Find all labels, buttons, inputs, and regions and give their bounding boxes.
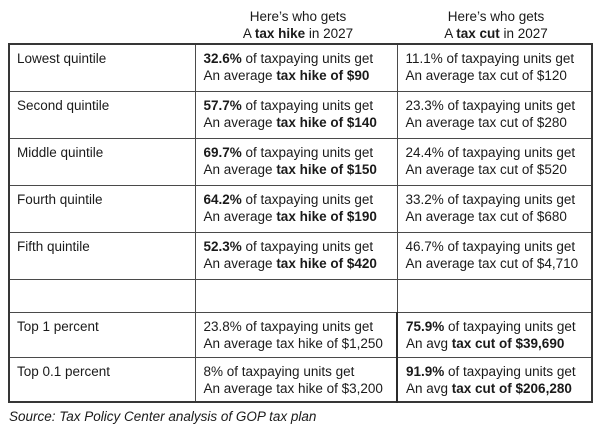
- hike-cell: 32.6% of taxpaying units get An average t…: [194, 43, 398, 92]
- hike-cell-line2: An average tax hike of $90: [203, 68, 370, 83]
- hike-cell-line2: An average tax hike of $150: [203, 161, 377, 177]
- cut-cell: 46.7% of taxpaying units get An average t…: [396, 231, 593, 280]
- hike-cell-line2: An average tax hike of $3,200: [203, 380, 383, 396]
- column-header-tax-cut-line1: Here’s who gets: [447, 9, 545, 24]
- row-label: Top 1 percent: [8, 311, 196, 358]
- hike-cell: [194, 278, 398, 313]
- row-label: [8, 278, 196, 313]
- cut-cell-line1: 91.9% of taxpaying units get: [406, 363, 576, 379]
- table-header: Here’s who gets A tax hike in 2027 Here’…: [0, 0, 600, 43]
- hike-cell-line2: An average tax hike of $140: [203, 114, 377, 130]
- table-row: Middle quintile 69.7% of taxpaying units …: [8, 137, 593, 186]
- column-header-tax-hike: Here’s who gets A tax hike in 2027: [197, 8, 399, 43]
- cut-cell: 33.2% of taxpaying units get An average t…: [396, 184, 593, 233]
- header-spacer: [9, 8, 197, 43]
- table-row: Fifth quintile 52.3% of taxpaying units g…: [8, 231, 593, 280]
- cut-cell-line1: 11.1% of taxpaying units get: [405, 51, 575, 66]
- column-header-tax-cut-line2: A tax cut in 2027: [444, 26, 548, 41]
- row-label: Middle quintile: [8, 137, 196, 186]
- hike-cell-line2: An average tax hike of $190: [203, 208, 377, 224]
- table-row: Lowest quintile 32.6% of taxpaying units …: [8, 43, 593, 92]
- cut-cell-line2: An average tax cut of $4,710: [405, 255, 579, 271]
- hike-cell-line1: 23.8% of taxpaying units get: [203, 318, 374, 334]
- table-row: Top 1 percent 23.8% of taxpaying units ge…: [8, 311, 593, 358]
- row-label: Second quintile: [8, 90, 196, 139]
- cut-cell: 91.9% of taxpaying units get An avg tax c…: [396, 356, 593, 403]
- cut-cell-line1: 46.7% of taxpaying units get: [405, 238, 576, 254]
- table-row: [8, 278, 593, 313]
- cut-cell-line2: An average tax cut of $520: [405, 161, 567, 177]
- hike-cell: 23.8% of taxpaying units get An average t…: [194, 311, 398, 358]
- cut-cell-line2: An avg tax cut of $206,280: [406, 380, 572, 396]
- cut-cell-line2: An average tax cut of $680: [405, 208, 567, 224]
- cut-cell: 24.4% of taxpaying units get An average t…: [396, 137, 593, 186]
- cut-cell-line1: 23.3% of taxpaying units get: [405, 97, 576, 113]
- column-header-tax-hike-line1: Here’s who gets: [249, 9, 347, 24]
- column-header-tax-cut: Here’s who gets A tax cut in 2027: [399, 8, 593, 43]
- hike-cell-line1: 8% of taxpaying units get: [203, 363, 355, 379]
- row-label: Fourth quintile: [8, 184, 196, 233]
- hike-cell-line1: 57.7% of taxpaying units get: [203, 97, 374, 113]
- hike-cell: 52.3% of taxpaying units get An average t…: [194, 231, 398, 280]
- cut-cell-line1: 33.2% of taxpaying units get: [405, 191, 576, 207]
- hike-cell-line2: An average tax hike of $1,250: [203, 335, 383, 351]
- hike-cell: 57.7% of taxpaying units get An average t…: [194, 90, 398, 139]
- source-note: Source: Tax Policy Center analysis of GO…: [9, 409, 317, 424]
- table-row: Second quintile 57.7% of taxpaying units …: [8, 90, 593, 139]
- cut-cell-line1: 75.9% of taxpaying units get: [406, 318, 576, 334]
- hike-cell: 8% of taxpaying units get An average tax …: [194, 356, 398, 403]
- cut-cell-line1: 24.4% of taxpaying units get: [405, 144, 576, 160]
- row-label: Fifth quintile: [8, 231, 196, 280]
- cut-cell: 11.1% of taxpaying units get An average t…: [396, 43, 593, 92]
- cut-cell-line2: An average tax cut of $280: [405, 114, 567, 130]
- table-row: Top 0.1 percent 8% of taxpaying units get…: [8, 356, 593, 403]
- hike-cell-line1: 52.3% of taxpaying units get: [203, 238, 374, 254]
- cut-cell: 75.9% of taxpaying units get An avg tax c…: [396, 311, 593, 358]
- hike-cell-line1: 69.7% of taxpaying units get: [203, 144, 374, 160]
- column-header-tax-hike-line2: A tax hike in 2027: [242, 26, 354, 41]
- cut-cell: [396, 278, 593, 313]
- hike-cell: 69.7% of taxpaying units get An average t…: [194, 137, 398, 186]
- tax-table: Lowest quintile 32.6% of taxpaying units …: [8, 43, 593, 403]
- row-label: Top 0.1 percent: [8, 356, 196, 403]
- hike-cell: 64.2% of taxpaying units get An average t…: [194, 184, 398, 233]
- cut-cell-line2: An avg tax cut of $39,690: [406, 335, 565, 351]
- hike-cell-line1: 64.2% of taxpaying units get: [203, 191, 374, 207]
- hike-cell-line2: An average tax hike of $420: [203, 255, 377, 271]
- cut-cell-line2: An average tax cut of $120: [405, 68, 567, 83]
- tax-table-body: Lowest quintile 32.6% of taxpaying units …: [8, 43, 593, 403]
- row-label: Lowest quintile: [8, 43, 196, 92]
- table-row: Fourth quintile 64.2% of taxpaying units …: [8, 184, 593, 233]
- hike-cell-line1: 32.6% of taxpaying units get: [203, 51, 374, 66]
- cut-cell: 23.3% of taxpaying units get An average t…: [396, 90, 593, 139]
